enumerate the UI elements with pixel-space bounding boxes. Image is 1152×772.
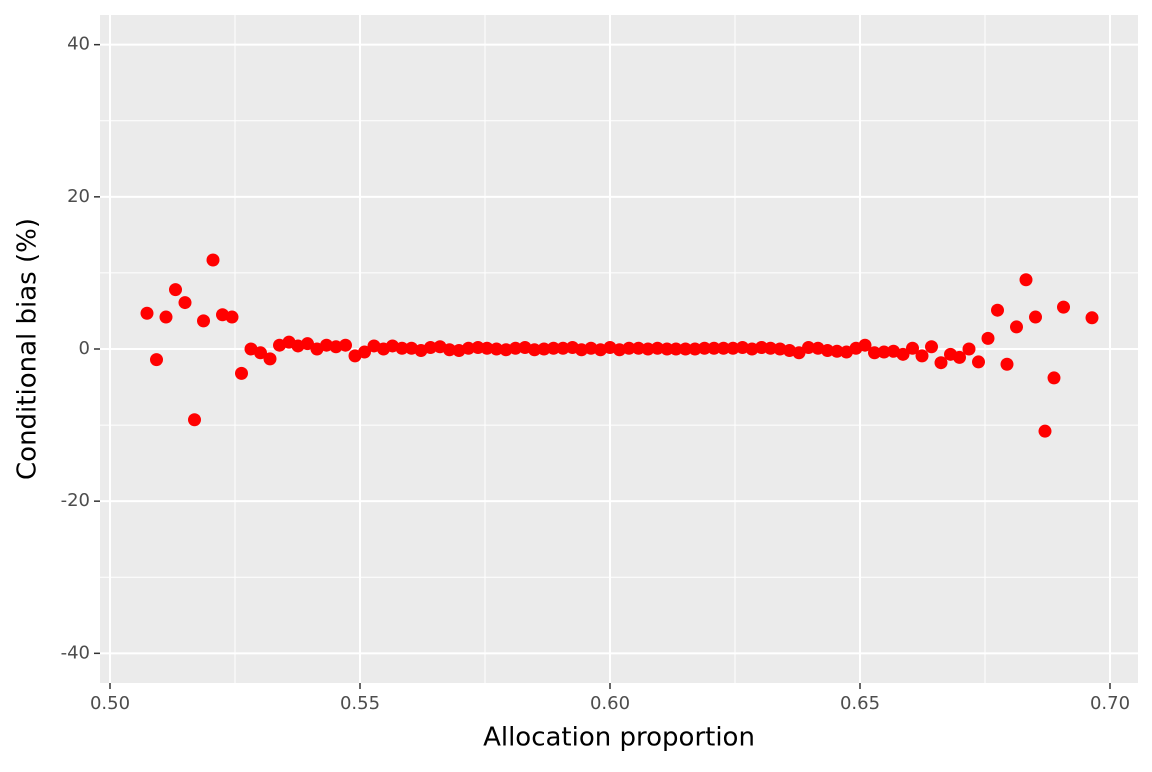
point (1047, 371, 1061, 385)
point (178, 296, 192, 310)
point (556, 341, 570, 355)
x-axis-title: Allocation proportion (483, 723, 755, 753)
point (717, 341, 730, 355)
point (140, 306, 154, 320)
point (159, 310, 173, 324)
point (462, 341, 475, 355)
point (953, 350, 966, 364)
point (991, 303, 1004, 317)
x-tick-label: 0.55 (340, 693, 380, 714)
point (726, 341, 740, 355)
point (632, 341, 645, 355)
point (509, 341, 522, 355)
point (547, 341, 560, 355)
point (225, 310, 239, 324)
point (821, 344, 834, 358)
point (1029, 310, 1042, 324)
x-tick-label: 0.70 (1090, 693, 1130, 714)
point (443, 343, 456, 357)
point (868, 346, 881, 360)
y-tick-label: 20 (67, 186, 90, 207)
point (1085, 311, 1099, 325)
point (395, 341, 409, 355)
point (528, 343, 541, 357)
point (1038, 424, 1052, 438)
point (537, 342, 551, 356)
point (1057, 300, 1070, 314)
point (188, 413, 201, 427)
point (915, 349, 929, 363)
point (263, 352, 277, 366)
point (651, 341, 664, 355)
point (622, 341, 636, 355)
x-tick-label: 0.50 (90, 693, 130, 714)
point (906, 341, 919, 355)
point (877, 345, 891, 359)
point (934, 356, 948, 370)
point (688, 342, 702, 356)
y-tick-label: 0 (79, 338, 90, 359)
point (206, 253, 220, 267)
point (235, 366, 248, 380)
point (254, 346, 267, 360)
plot-layer: 0.50 0.55 0.60 0.65 0.70 -40 -20 0 20 40 (61, 15, 1138, 714)
point (424, 340, 437, 354)
point (480, 341, 494, 355)
point (660, 342, 674, 356)
point (764, 341, 777, 355)
point (358, 345, 371, 359)
point (490, 342, 503, 356)
point (679, 342, 692, 356)
x-tick-label: 0.60 (590, 693, 630, 714)
point (641, 342, 655, 356)
point (858, 338, 872, 352)
point (1019, 273, 1033, 287)
point (197, 314, 210, 328)
point (169, 283, 182, 297)
x-tick-label: 0.65 (840, 693, 880, 714)
y-tick-label: -40 (61, 642, 90, 663)
point (301, 337, 314, 351)
point (339, 338, 352, 352)
point (1010, 320, 1023, 334)
point (1000, 357, 1014, 371)
point (962, 342, 976, 356)
point (925, 340, 938, 354)
y-axis-title: Conditional bias (%) (13, 218, 43, 480)
point (802, 340, 815, 354)
point (792, 346, 806, 360)
y-tick-label: -20 (61, 490, 90, 511)
y-tick-label: 40 (67, 34, 90, 55)
point (698, 341, 711, 355)
point (150, 353, 163, 367)
point (896, 347, 910, 361)
point (830, 344, 844, 358)
point (981, 331, 995, 345)
point (707, 341, 721, 355)
point (669, 342, 683, 356)
point (972, 355, 985, 369)
